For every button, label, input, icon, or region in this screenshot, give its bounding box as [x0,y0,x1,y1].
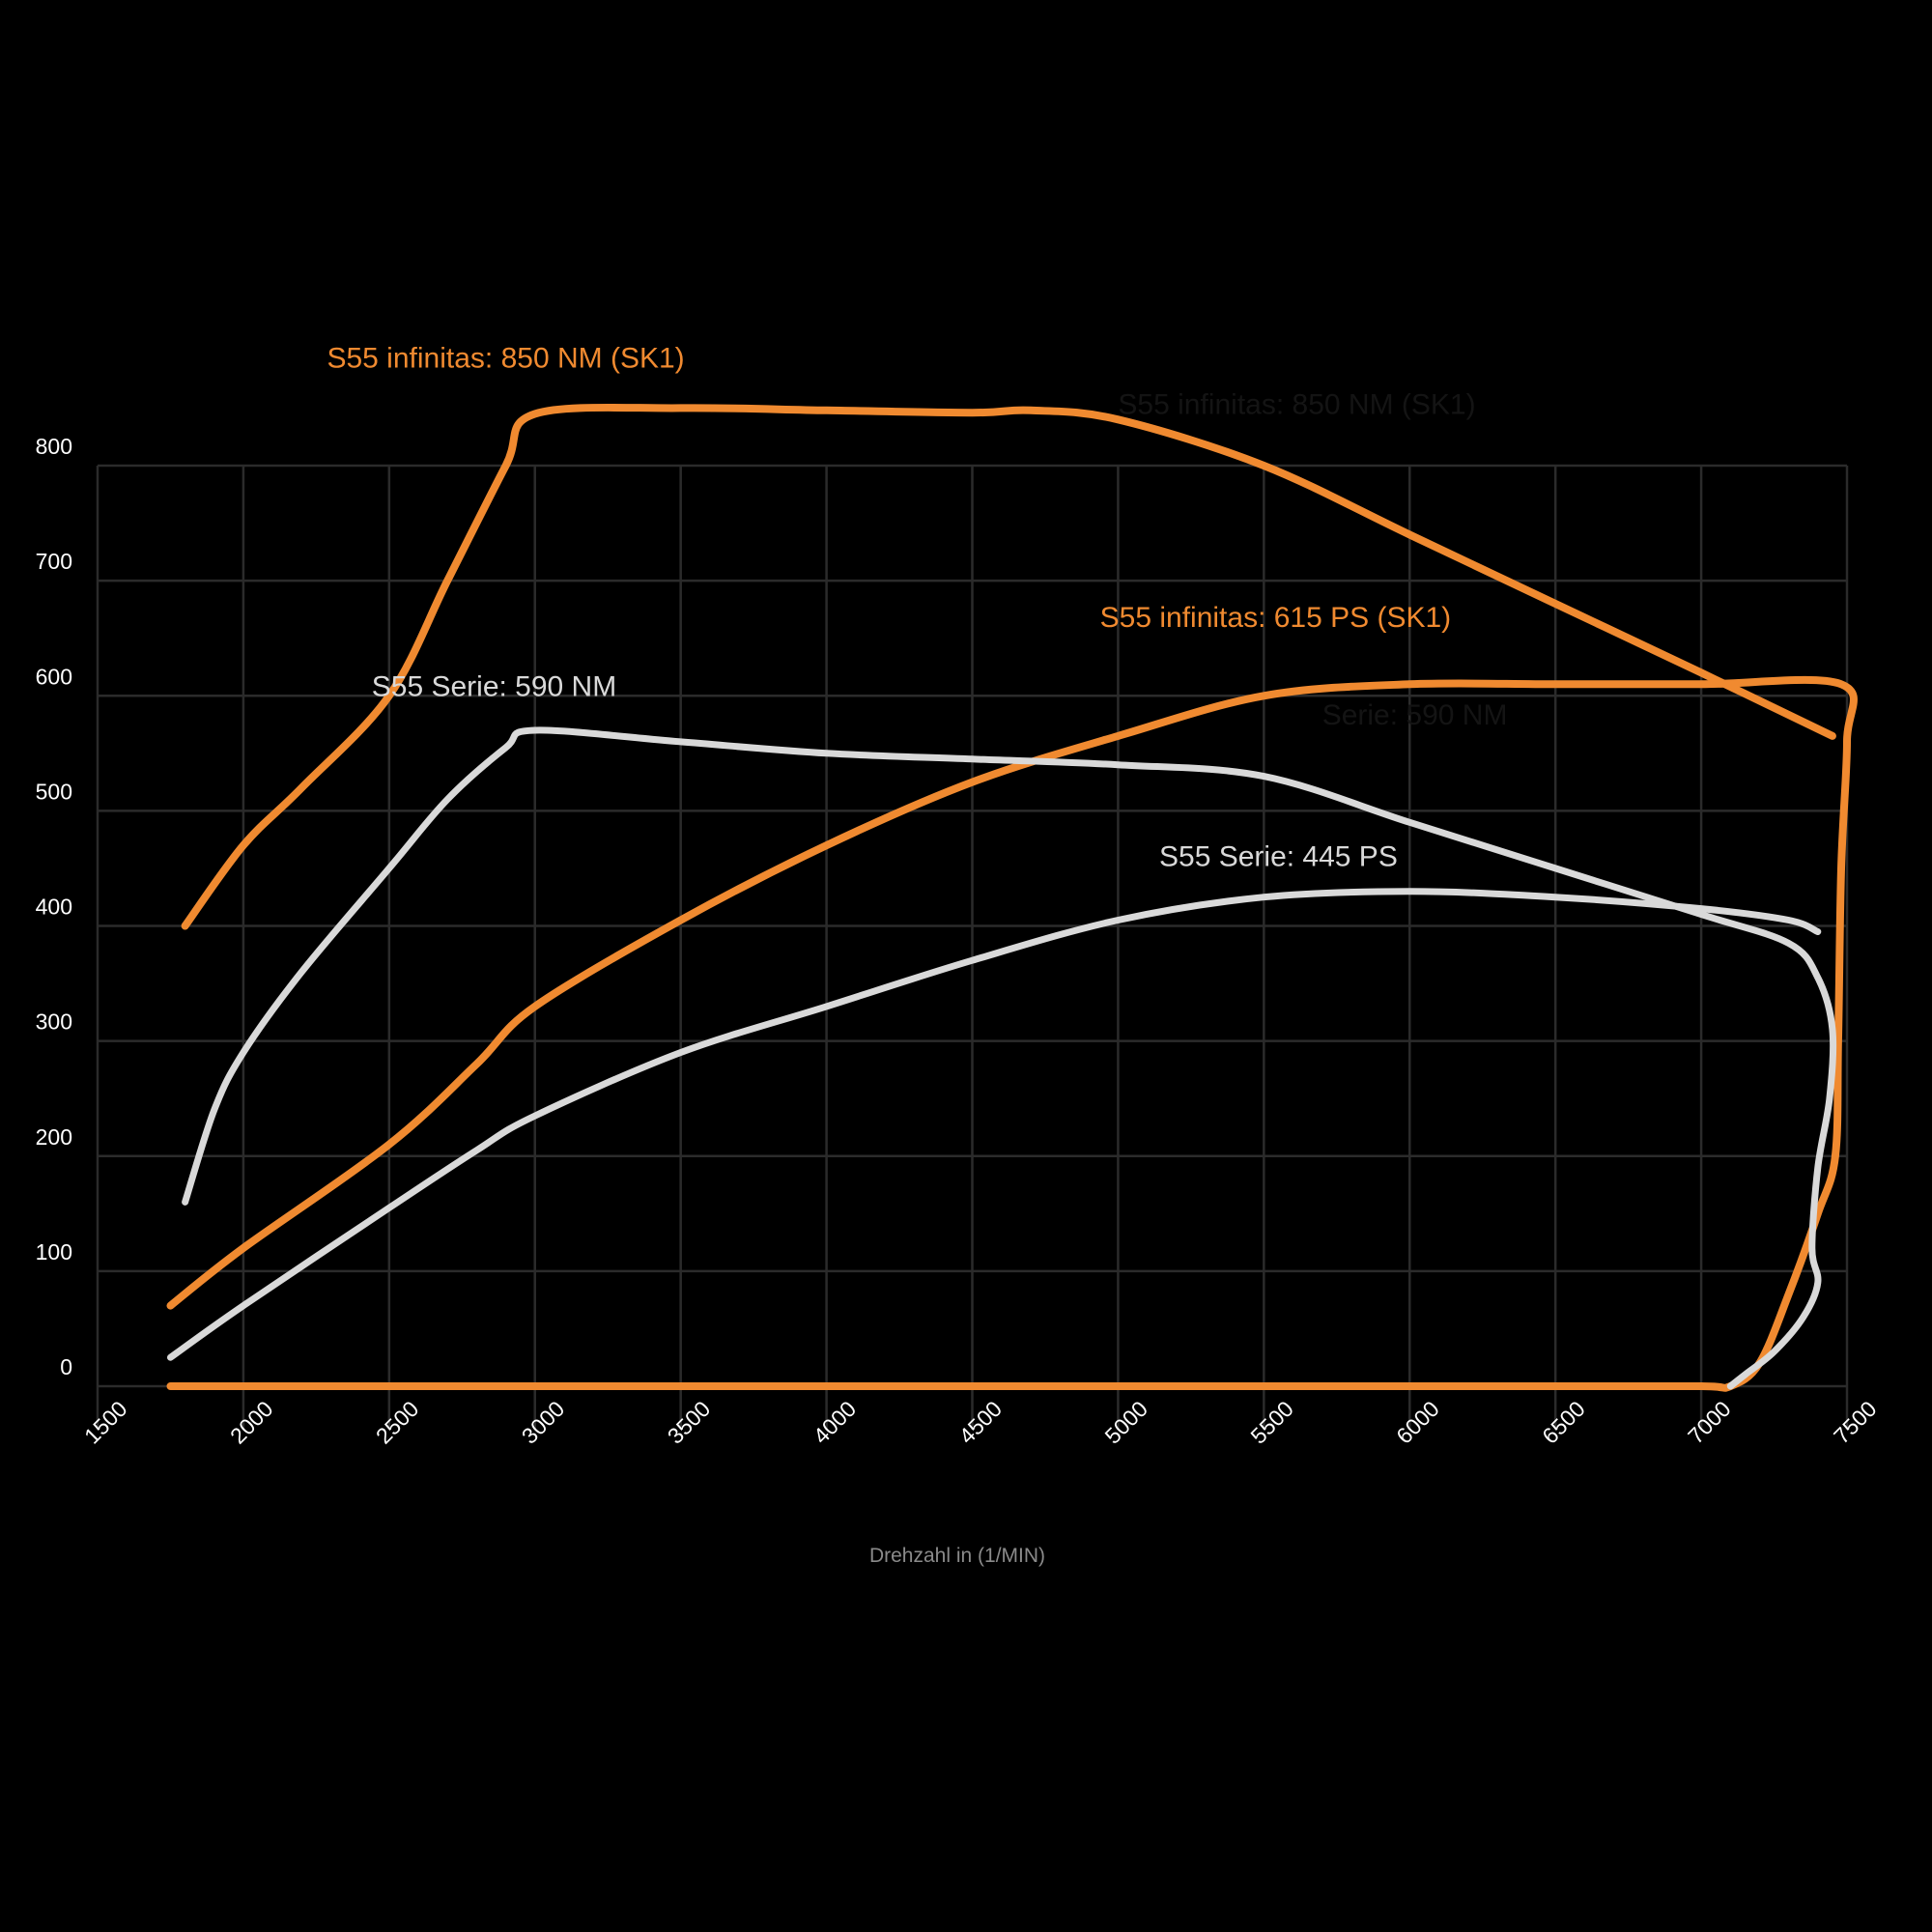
x-axis-title: Drehzahl in (1/MIN) [869,1545,1045,1567]
x-tick-label-3500: 3500 [663,1396,716,1449]
x-tick-label-4000: 4000 [809,1396,862,1449]
x-tick-label-6000: 6000 [1391,1396,1444,1449]
series-label-3: S55 Serie: 590 NM [372,670,616,702]
x-tick-label-2500: 2500 [371,1396,424,1449]
ghost-label-1: S55 infinitas: 850 NM (SK1) [1118,388,1475,420]
x-tick-label-5000: 5000 [1099,1396,1152,1449]
x-tick-label-5500: 5500 [1245,1396,1298,1449]
y-tick-label-300: 300 [36,1009,72,1035]
series-line-3 [182,726,1837,1390]
x-tick-label-7500: 7500 [1829,1396,1882,1449]
x-tick-label-6500: 6500 [1537,1396,1590,1449]
ghost-label-2: Serie: 590 NM [1322,699,1508,731]
series-line-4 [167,888,1822,1361]
y-tick-label-500: 500 [36,779,72,804]
series-labels: S55 infinitas: 850 NM (SK1) S55 infinitas… [327,343,1451,873]
x-tick-label-4500: 4500 [954,1396,1008,1449]
x-tick-label-1500: 1500 [79,1396,132,1449]
series-line-1 [181,403,1836,930]
y-tick-label-400: 400 [36,895,72,920]
y-tick-label-700: 700 [36,549,72,574]
x-tick-label-3000: 3000 [517,1396,570,1449]
x-axis-ticks: 1500 2000 2500 3000 3500 4000 4500 5000 5500 6000… [79,1396,1882,1449]
series-line-2 [166,675,1858,1392]
grid [96,464,1849,1430]
y-tick-label-0: 0 [60,1354,72,1379]
series-lines [166,403,1858,1392]
ghost-labels: S55 infinitas: 850 NM (SK1) Serie: 590 NM [1118,388,1507,731]
y-axis-ticks: 0 100 200 300 400 500 600 700 800 [36,434,72,1379]
y-tick-label-100: 100 [36,1239,72,1264]
series-label-4: S55 Serie: 445 PS [1159,841,1398,873]
x-tick-label-7000: 7000 [1683,1396,1736,1449]
x-tick-label-2000: 2000 [225,1396,278,1449]
y-tick-label-200: 200 [36,1124,72,1150]
y-tick-label-800: 800 [36,434,72,459]
series-label-2: S55 infinitas: 615 PS (SK1) [1100,602,1452,634]
y-tick-label-600: 600 [36,664,72,689]
series-label-1: S55 infinitas: 850 NM (SK1) [327,343,684,375]
